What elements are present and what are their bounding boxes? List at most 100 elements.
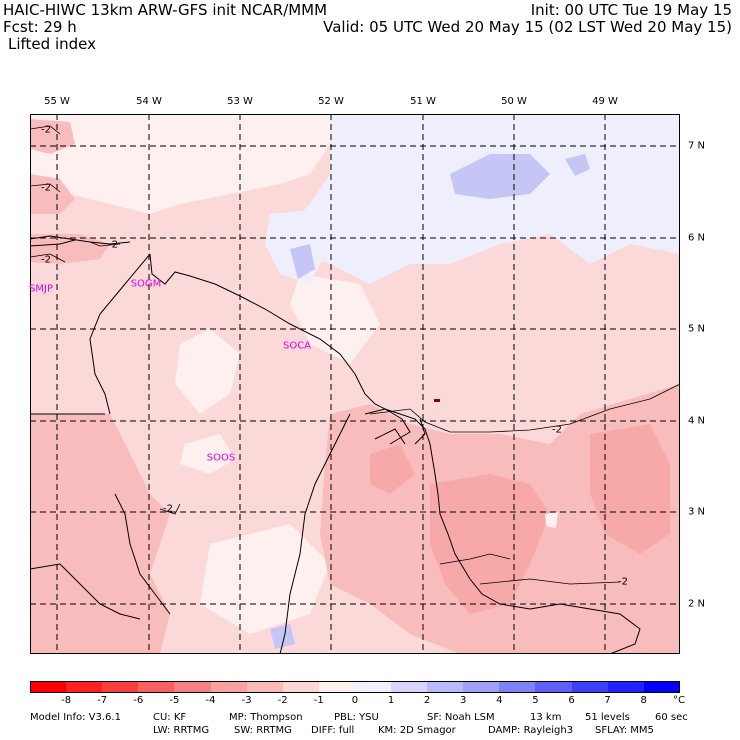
field-light-soos — [180, 434, 235, 474]
colorbar-cell — [30, 681, 67, 693]
lon-label: 49 W — [592, 96, 618, 107]
field-pos12-mid — [290, 244, 315, 279]
station-label: SOOS — [206, 452, 236, 464]
valid-time: Valid: 05 UTC Wed 20 May 15 (02 LST Wed … — [323, 18, 732, 36]
footer-pbl: PBL: YSU — [334, 712, 379, 723]
contour-label: -2 — [41, 182, 51, 194]
footer-sf: SF: Noah LSM — [427, 712, 495, 723]
contour-label: -2 — [108, 239, 118, 251]
colorbar-cell — [571, 681, 609, 693]
field-neg3-east2 — [590, 424, 670, 554]
contour-label: -2 — [618, 576, 628, 588]
footer-diff: DIFF: full — [311, 725, 355, 736]
field-neg-light-hole — [545, 512, 558, 528]
station-label: SOCA — [282, 340, 312, 352]
field-neg-nw — [30, 119, 75, 154]
contour-label: -2 — [552, 424, 562, 436]
colorbar-cell — [102, 681, 139, 693]
field-neg-west — [30, 414, 170, 654]
contour-minus2 — [30, 125, 680, 585]
lat-label: 5 N — [688, 323, 706, 335]
colorbar-tick-label: 8 — [640, 695, 647, 706]
colorbar-cell — [643, 681, 681, 693]
footer-res: 13 km — [530, 712, 562, 723]
colorbar-tick-label: -8 — [61, 695, 72, 706]
field-neg3-east — [430, 474, 550, 614]
station-label: SMJP — [29, 283, 53, 295]
colorbar-tick-label: -2 — [277, 695, 288, 706]
lon-label: 52 W — [318, 96, 344, 107]
footer-sw: SW: RRTMG — [234, 725, 292, 736]
field-neg3-east3 — [370, 444, 415, 494]
colorbar-tick-label: 2 — [423, 695, 431, 706]
lat-label: 7 N — [688, 140, 706, 152]
colorbar-cell — [535, 681, 572, 693]
contour-label: -2 — [41, 254, 51, 266]
init-time: Init: 00 UTC Tue 19 May 15 — [530, 1, 732, 19]
lat-label: 3 N — [688, 506, 706, 518]
small-feature — [434, 399, 440, 402]
colorbar-tick-label: 0 — [351, 695, 359, 706]
footer-mp: MP: Thompson — [229, 712, 303, 723]
colorbar-tick-label: -1 — [313, 695, 324, 706]
colorbar-tick-label: -6 — [133, 695, 144, 706]
footer-cu: CU: KF — [153, 712, 187, 723]
lon-label: 55 W — [44, 96, 70, 107]
field-pos12-sw — [270, 624, 295, 649]
footer-km: KM: 2D Smagor — [378, 725, 456, 736]
colorbar-tick-label: 1 — [387, 695, 395, 706]
footer-damp: DAMP: Rayleigh3 — [488, 725, 574, 736]
colorbar-cell — [499, 681, 536, 693]
colorbar-cell — [318, 681, 356, 693]
colorbar-cell — [463, 681, 500, 693]
field-light-center — [175, 329, 240, 414]
footer-sflay: SFLAY: MM5 — [595, 725, 654, 736]
colorbar-tick-label: 6 — [568, 695, 575, 706]
colorbar-tick-label: 5 — [532, 695, 539, 706]
colorbar-tick-label: -3 — [241, 695, 252, 706]
colorbar-tick-label: -4 — [205, 695, 216, 706]
colorbar-cell — [427, 681, 464, 693]
colorbar-tick-label: -7 — [97, 695, 108, 706]
colorbar-unit: °C — [673, 695, 685, 706]
field-pos12-ne2 — [565, 154, 590, 176]
colorbar-cell — [282, 681, 320, 693]
forecast-hour: Fcst: 29 h — [3, 18, 77, 36]
colorbar-cell — [391, 681, 428, 693]
station-label: SOGM — [130, 278, 162, 290]
coastlines — [30, 235, 641, 654]
contour-label: -2 — [163, 503, 173, 515]
header-title: HAIC-HIWC 13km ARW-GFS init NCAR/MMM — [3, 1, 328, 19]
colorbar-tick-label: 4 — [496, 695, 503, 706]
lon-label: 50 W — [501, 96, 527, 107]
lon-label: 51 W — [410, 96, 436, 107]
field-light-sw — [200, 524, 330, 634]
colorbar-outline — [30, 681, 680, 693]
colorbar-cell — [210, 681, 248, 693]
footer-levels: 51 levels — [585, 712, 630, 723]
colorbar-cell — [66, 681, 103, 693]
colorbar-cell — [607, 681, 645, 693]
field-name: Lifted index — [8, 35, 96, 53]
field-light-north — [30, 114, 330, 214]
lifted-index-map — [30, 114, 680, 654]
field-pos12-ne — [450, 154, 550, 199]
footer-model-info: Model Info: V3.6.1 — [30, 712, 121, 723]
lon-label: 54 W — [136, 96, 162, 107]
colorbar-cell — [354, 681, 392, 693]
field-light-center2 — [290, 274, 380, 364]
colorbar-tick-label: -5 — [169, 695, 180, 706]
colorbar-tick-label: 3 — [460, 695, 467, 706]
footer-timestep: 60 sec — [655, 712, 688, 723]
lon-label: 53 W — [227, 96, 253, 107]
colorbar-tick-label: 7 — [604, 695, 611, 706]
contour-label: -2 — [41, 124, 51, 136]
lat-lon-grid — [30, 114, 680, 654]
field-neg-nw2 — [30, 174, 75, 214]
colorbar-cell — [246, 681, 284, 693]
lat-label: 6 N — [688, 232, 706, 244]
colorbar-cell — [138, 681, 175, 693]
footer-lw: LW: RRTMG — [153, 725, 210, 736]
lat-label: 4 N — [688, 415, 706, 427]
colorbar-cell — [174, 681, 211, 693]
